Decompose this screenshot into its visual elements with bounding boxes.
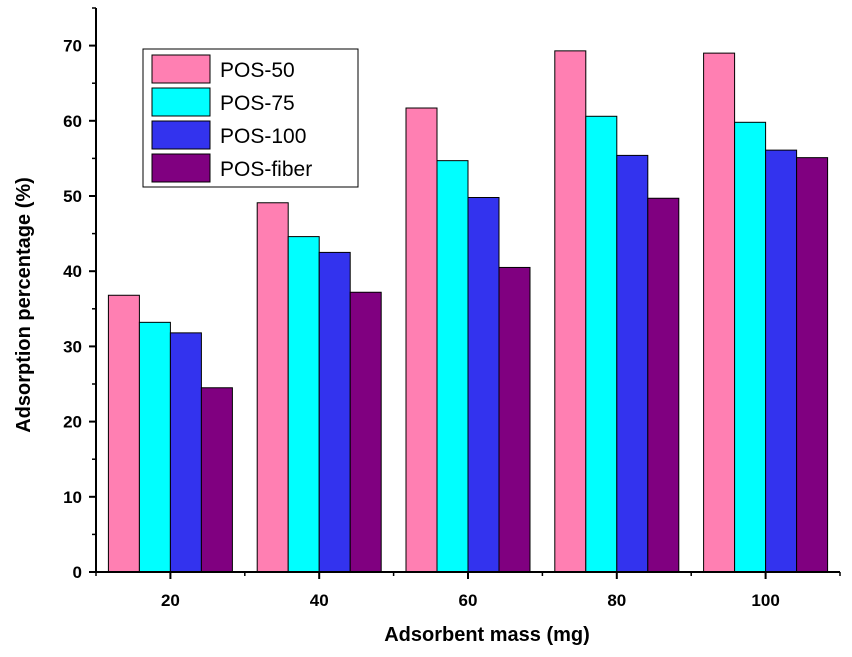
bar-pos-fiber-20 (200, 387, 233, 573)
legend: POS-50 POS-75 POS-100 POS-fiber (142, 48, 359, 188)
x-axis-title: Adsorbent mass (mg) (384, 624, 590, 646)
y-axis-title: Adsorption percentage (%) (13, 177, 35, 433)
y-tick-label: 70 (63, 37, 82, 56)
ticks-layer: 0 10 20 30 40 50 60 70 20 40 60 80 100 (63, 7, 841, 610)
bar-pos-100-80 (616, 154, 649, 573)
bar-pos-50-100 (703, 52, 736, 573)
legend-swatch-pos-fiber (151, 153, 211, 183)
x-tick-label: 20 (161, 591, 180, 610)
bar-pos-75-80 (585, 115, 618, 573)
bar-pos-50-80 (554, 50, 587, 573)
bar-pos-50-20 (107, 294, 140, 573)
y-tick-label: 10 (63, 488, 82, 507)
bar-pos-fiber-40 (349, 291, 382, 573)
legend-label-pos-75: POS-75 (220, 92, 295, 115)
bar-pos-100-20 (169, 332, 202, 573)
bars-layer (107, 50, 829, 573)
y-tick-label: 30 (63, 337, 82, 356)
y-tick-label: 50 (63, 187, 82, 206)
bar-pos-50-40 (256, 202, 289, 573)
bar-pos-fiber-60 (498, 266, 531, 573)
bar-pos-fiber-100 (796, 157, 829, 573)
bar-pos-75-100 (734, 121, 767, 573)
legend-swatch-pos-100 (151, 120, 211, 150)
legend-swatch-pos-50 (151, 54, 211, 84)
y-tick-label: 0 (73, 563, 82, 582)
x-tick-label: 40 (310, 591, 329, 610)
bar-pos-75-20 (138, 321, 171, 573)
bar-pos-100-100 (765, 149, 798, 573)
bar-pos-100-60 (467, 197, 500, 573)
bar-pos-50-60 (405, 107, 438, 573)
legend-label-pos-50: POS-50 (220, 59, 295, 82)
legend-label-pos-fiber: POS-fiber (220, 158, 312, 181)
legend-swatch-pos-75 (151, 87, 211, 117)
y-tick-label: 40 (63, 262, 82, 281)
y-tick-label: 20 (63, 413, 82, 432)
bar-pos-75-40 (287, 236, 320, 573)
legend-label-pos-100: POS-100 (220, 125, 306, 148)
y-tick-label: 60 (63, 112, 82, 131)
x-tick-label: 80 (607, 591, 626, 610)
x-tick-label: 100 (751, 591, 779, 610)
bar-pos-100-40 (318, 251, 351, 573)
bar-pos-fiber-80 (647, 197, 680, 573)
bar-pos-75-60 (436, 160, 469, 573)
x-tick-label: 60 (459, 591, 478, 610)
